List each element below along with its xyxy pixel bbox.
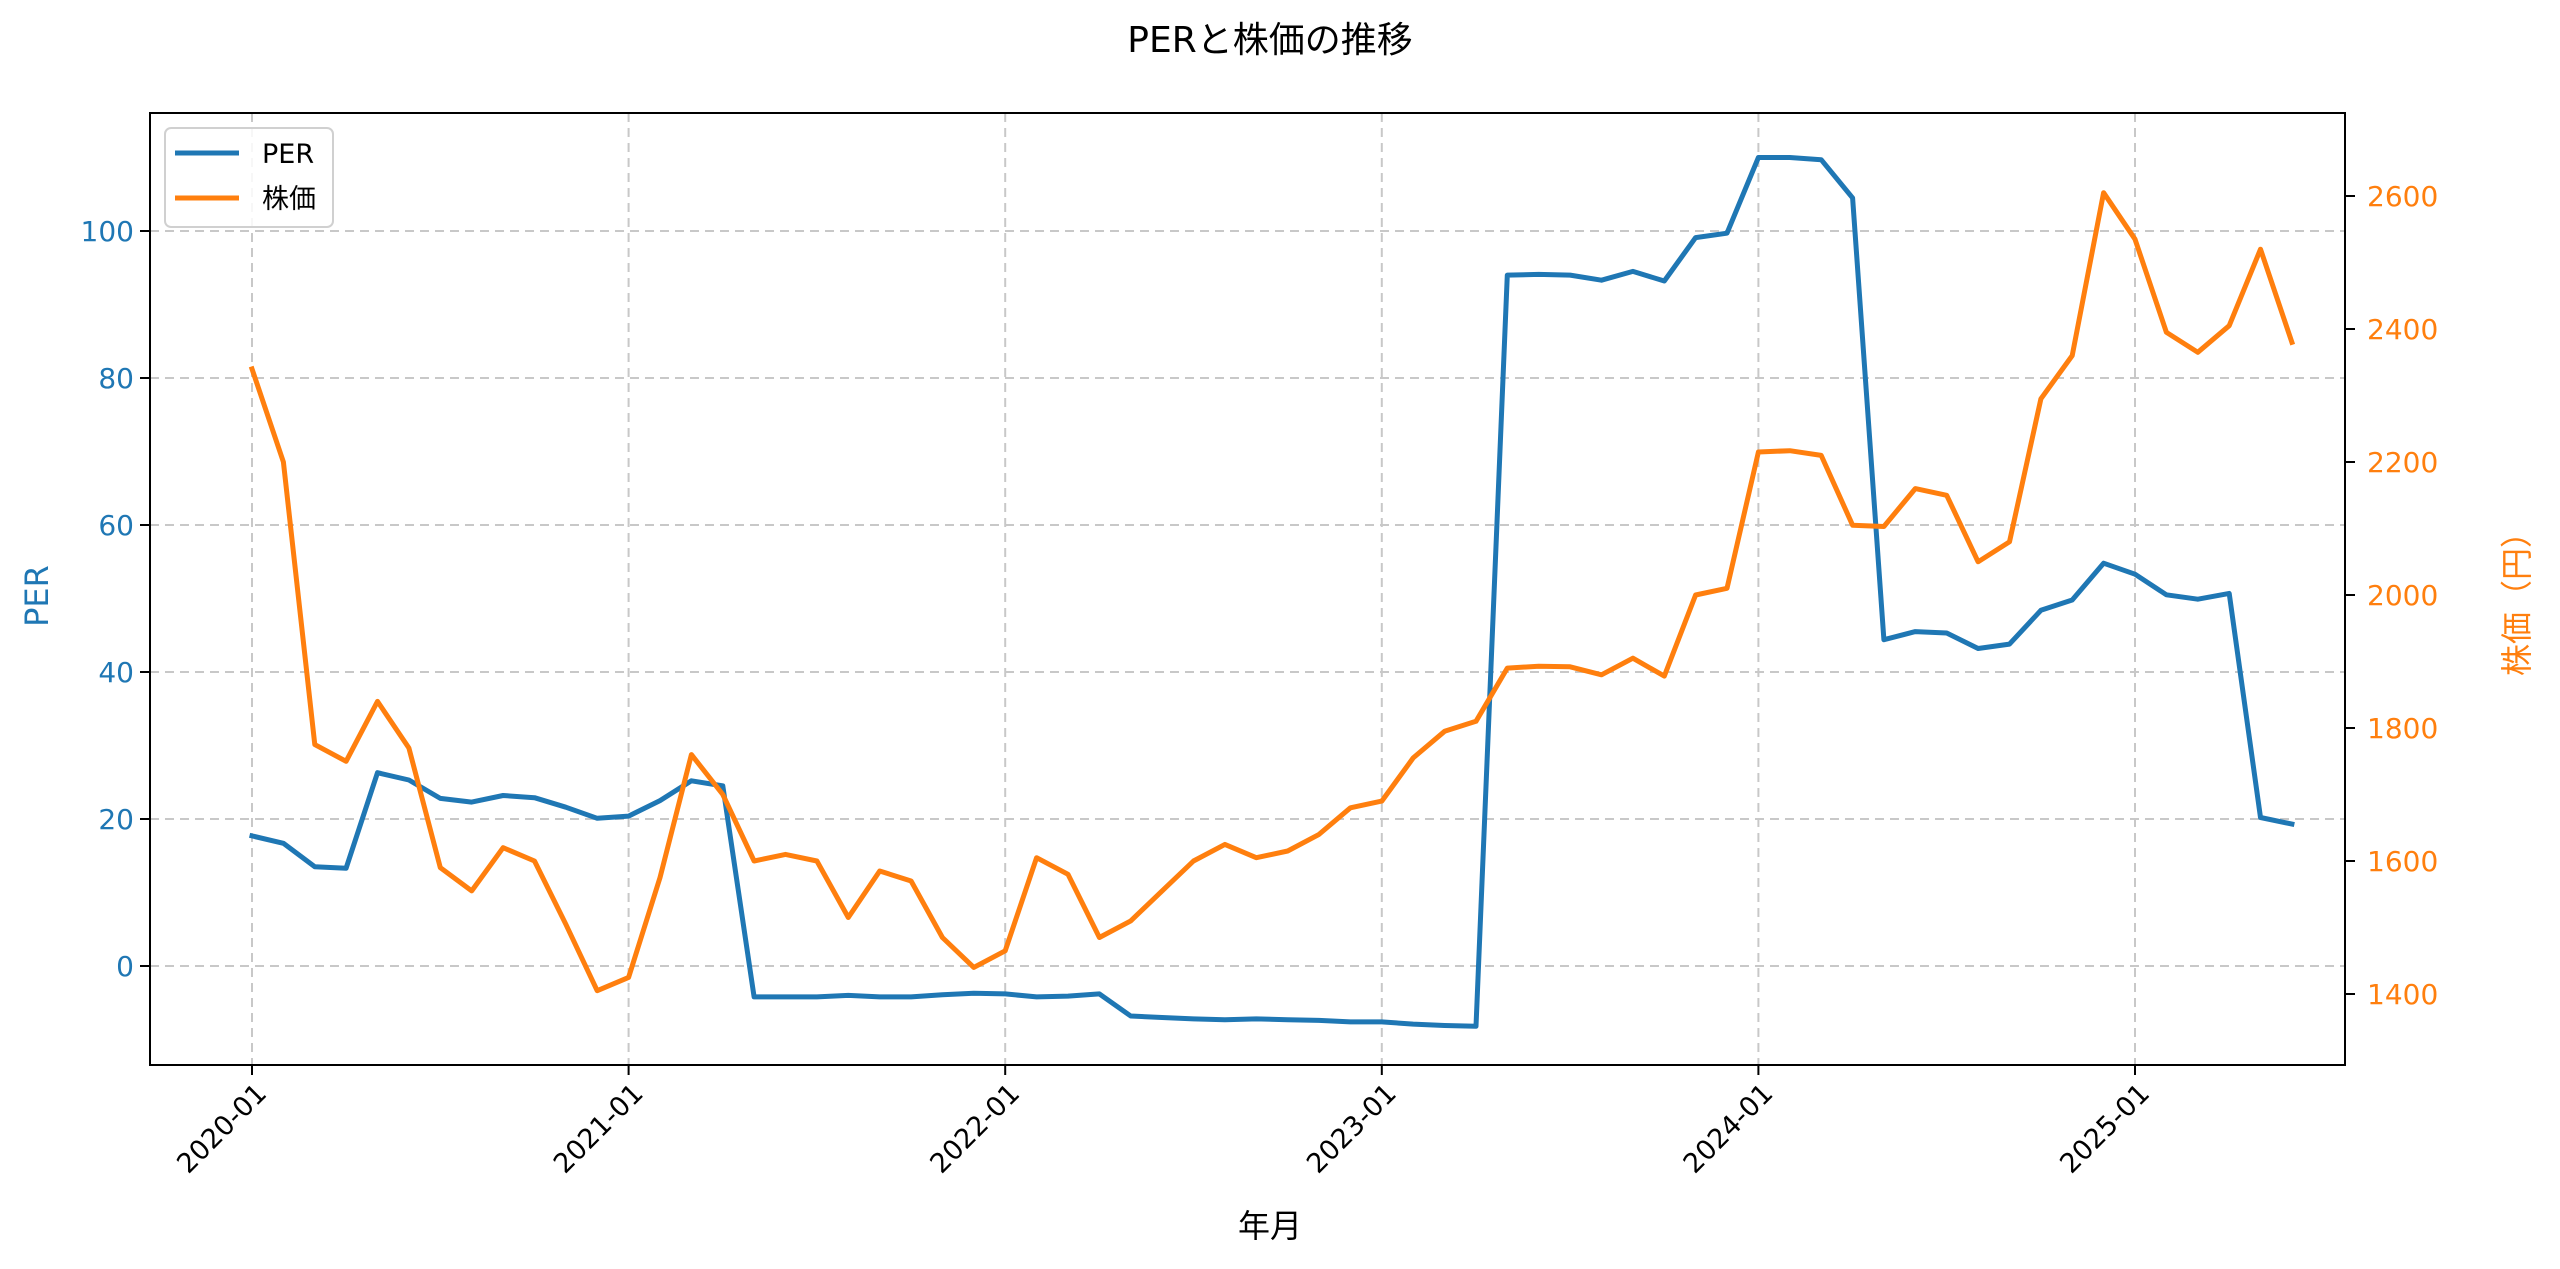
y-tick-label-left: 60 [98, 509, 134, 542]
y-tick-label-left: 100 [81, 215, 134, 248]
x-tick-label: 2022-01 [924, 1078, 1026, 1180]
chart-title: PERと株価の推移 [1127, 20, 1412, 61]
y-tick-label-left: 20 [98, 803, 134, 836]
x-tick-label: 2025-01 [2054, 1078, 2156, 1180]
y-tick-label-right: 2000 [2367, 579, 2438, 612]
y-tick-label-right: 2600 [2367, 180, 2438, 213]
plot-area [149, 112, 2346, 1066]
y-tick-label-right: 2200 [2367, 446, 2438, 479]
series-line-price [248, 190, 2296, 994]
legend-label-per: PER [262, 139, 314, 170]
x-tick-label: 2021-01 [548, 1078, 650, 1180]
legend: PER 株価 [164, 127, 334, 228]
series-layer [248, 155, 2296, 1029]
y-tick-label-right: 1600 [2367, 845, 2438, 878]
grid-lines [150, 113, 2345, 1065]
x-tick-label: 2024-01 [1678, 1078, 1780, 1180]
x-axis-label: 年月 [1238, 1207, 1302, 1245]
x-tick-label: 2023-01 [1301, 1078, 1403, 1180]
right-y-axis: 1400 1600 1800 2000 2200 2400 2600 [2345, 180, 2438, 1011]
y-tick-label-left: 0 [116, 950, 134, 983]
left-y-axis: 0 20 40 60 80 100 [81, 215, 150, 983]
legend-label-price: 株価 [262, 184, 316, 215]
x-tick-label: 2020-01 [171, 1078, 273, 1180]
y-tick-label-right: 2400 [2367, 313, 2438, 346]
y-axis-label-left: PER [18, 565, 56, 627]
x-axis: 2020-01 2021-01 2022-01 2023-01 2024-01 2025-… [171, 1065, 2156, 1180]
y-tick-label-right: 1800 [2367, 712, 2438, 745]
y-axis-label-right: 株価（円） [2498, 516, 2536, 676]
y-tick-label-right: 1400 [2367, 978, 2438, 1011]
series-line-per [248, 155, 2295, 1029]
y-tick-label-left: 40 [98, 656, 134, 689]
y-tick-label-left: 80 [98, 362, 134, 395]
